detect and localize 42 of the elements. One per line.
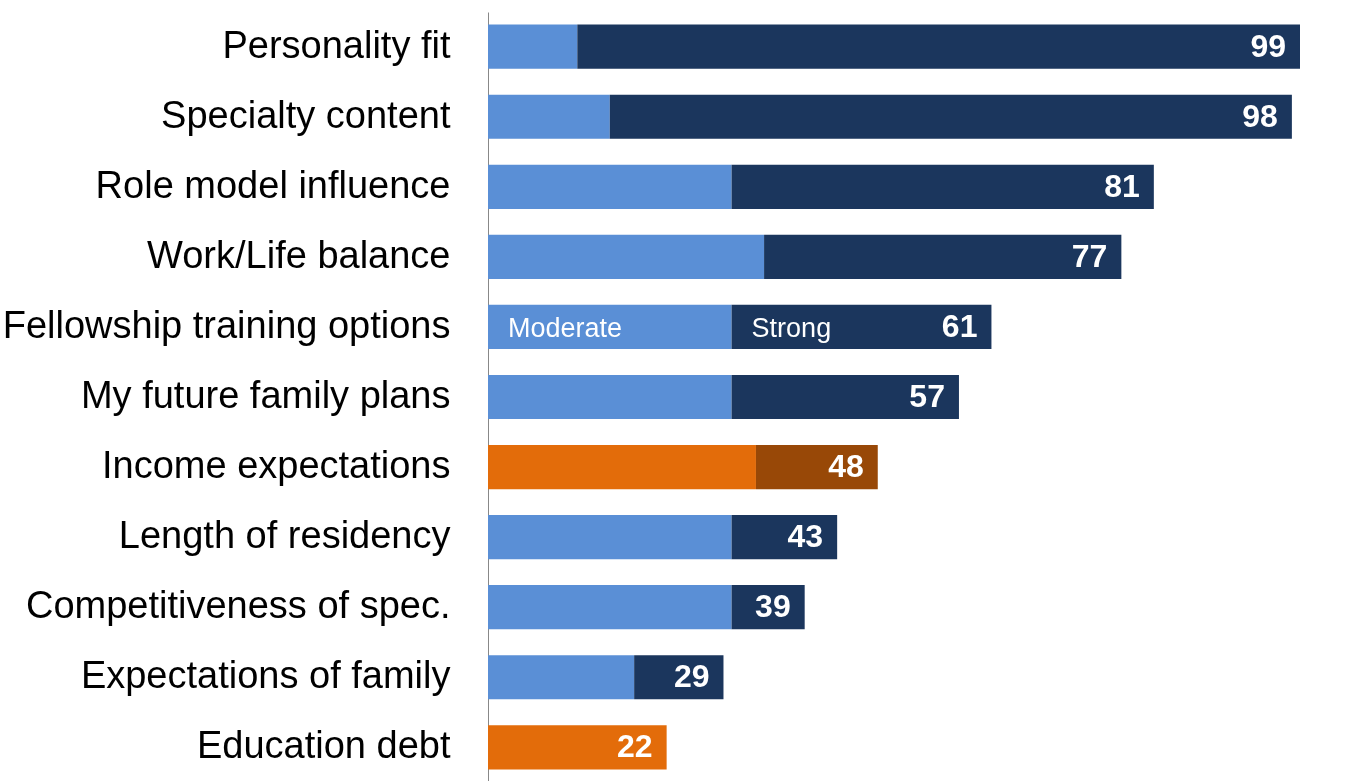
y-tick-label: Role model influence xyxy=(95,163,451,206)
total-label: 39 xyxy=(755,588,791,625)
bar xyxy=(731,374,959,420)
total-label: 99 xyxy=(1250,27,1286,64)
bar xyxy=(488,234,765,279)
bar xyxy=(488,94,610,139)
y-tick-label: Income expectations xyxy=(101,444,451,487)
bar xyxy=(488,725,667,770)
bar xyxy=(764,234,1122,279)
y-tick-label: Specialty content xyxy=(161,93,451,136)
series-label: Moderate xyxy=(508,312,623,343)
bar xyxy=(609,94,1292,139)
y-tick-label: Length of residency xyxy=(118,514,451,557)
total-label: 98 xyxy=(1242,97,1278,134)
total-label: 81 xyxy=(1104,167,1140,204)
total-label: 77 xyxy=(1071,237,1108,274)
bar xyxy=(488,444,756,490)
bar xyxy=(488,304,732,350)
total-label: 43 xyxy=(787,518,824,555)
y-tick-label: Personality fit xyxy=(222,23,451,66)
y-tick-label: Competitiveness of spec. xyxy=(25,584,451,627)
y-tick-label: Work/Life balance xyxy=(147,233,451,276)
y-tick-label: Expectations of family xyxy=(80,654,451,697)
bar xyxy=(488,374,732,420)
total-label: 48 xyxy=(828,448,864,485)
y-tick-label: Fellowship training options xyxy=(2,303,451,346)
y-tick-label: Education debt xyxy=(196,724,451,767)
series-label: Strong xyxy=(751,312,832,343)
bar xyxy=(488,585,732,630)
bar xyxy=(731,515,838,560)
bar xyxy=(488,515,732,560)
y-tick-label: My future family plans xyxy=(80,374,451,416)
total-label: 22 xyxy=(617,728,653,765)
bar xyxy=(488,24,578,69)
bar xyxy=(577,24,1300,69)
bar xyxy=(488,164,732,209)
total-label: 29 xyxy=(673,658,710,695)
total-label: 57 xyxy=(909,378,945,414)
bar xyxy=(488,655,635,700)
total-label: 61 xyxy=(941,307,978,344)
bar xyxy=(755,444,878,490)
bar xyxy=(731,164,1154,209)
